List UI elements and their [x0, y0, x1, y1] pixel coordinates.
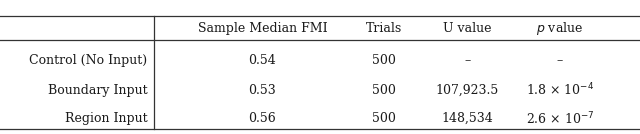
- Text: U value: U value: [443, 22, 492, 35]
- Text: Boundary Input: Boundary Input: [47, 84, 147, 97]
- Text: 500: 500: [372, 112, 396, 125]
- Text: 0.54: 0.54: [248, 54, 276, 68]
- Text: 2.6 × 10$^{-7}$: 2.6 × 10$^{-7}$: [525, 110, 595, 127]
- Text: 500: 500: [372, 54, 396, 68]
- Text: Trials: Trials: [366, 22, 402, 35]
- Text: 148,534: 148,534: [442, 112, 493, 125]
- Text: Region Input: Region Input: [65, 112, 147, 125]
- Text: 0.53: 0.53: [248, 84, 276, 97]
- Text: 1.8 × 10$^{-4}$: 1.8 × 10$^{-4}$: [526, 82, 594, 99]
- Text: Control (No Input): Control (No Input): [29, 54, 147, 68]
- Text: –: –: [464, 54, 470, 68]
- Text: Sample Median FMI: Sample Median FMI: [198, 22, 327, 35]
- Text: 500: 500: [372, 84, 396, 97]
- Text: $p$ value: $p$ value: [536, 20, 584, 37]
- Text: 0.56: 0.56: [248, 112, 276, 125]
- Text: 107,923.5: 107,923.5: [436, 84, 499, 97]
- Text: –: –: [557, 54, 563, 68]
